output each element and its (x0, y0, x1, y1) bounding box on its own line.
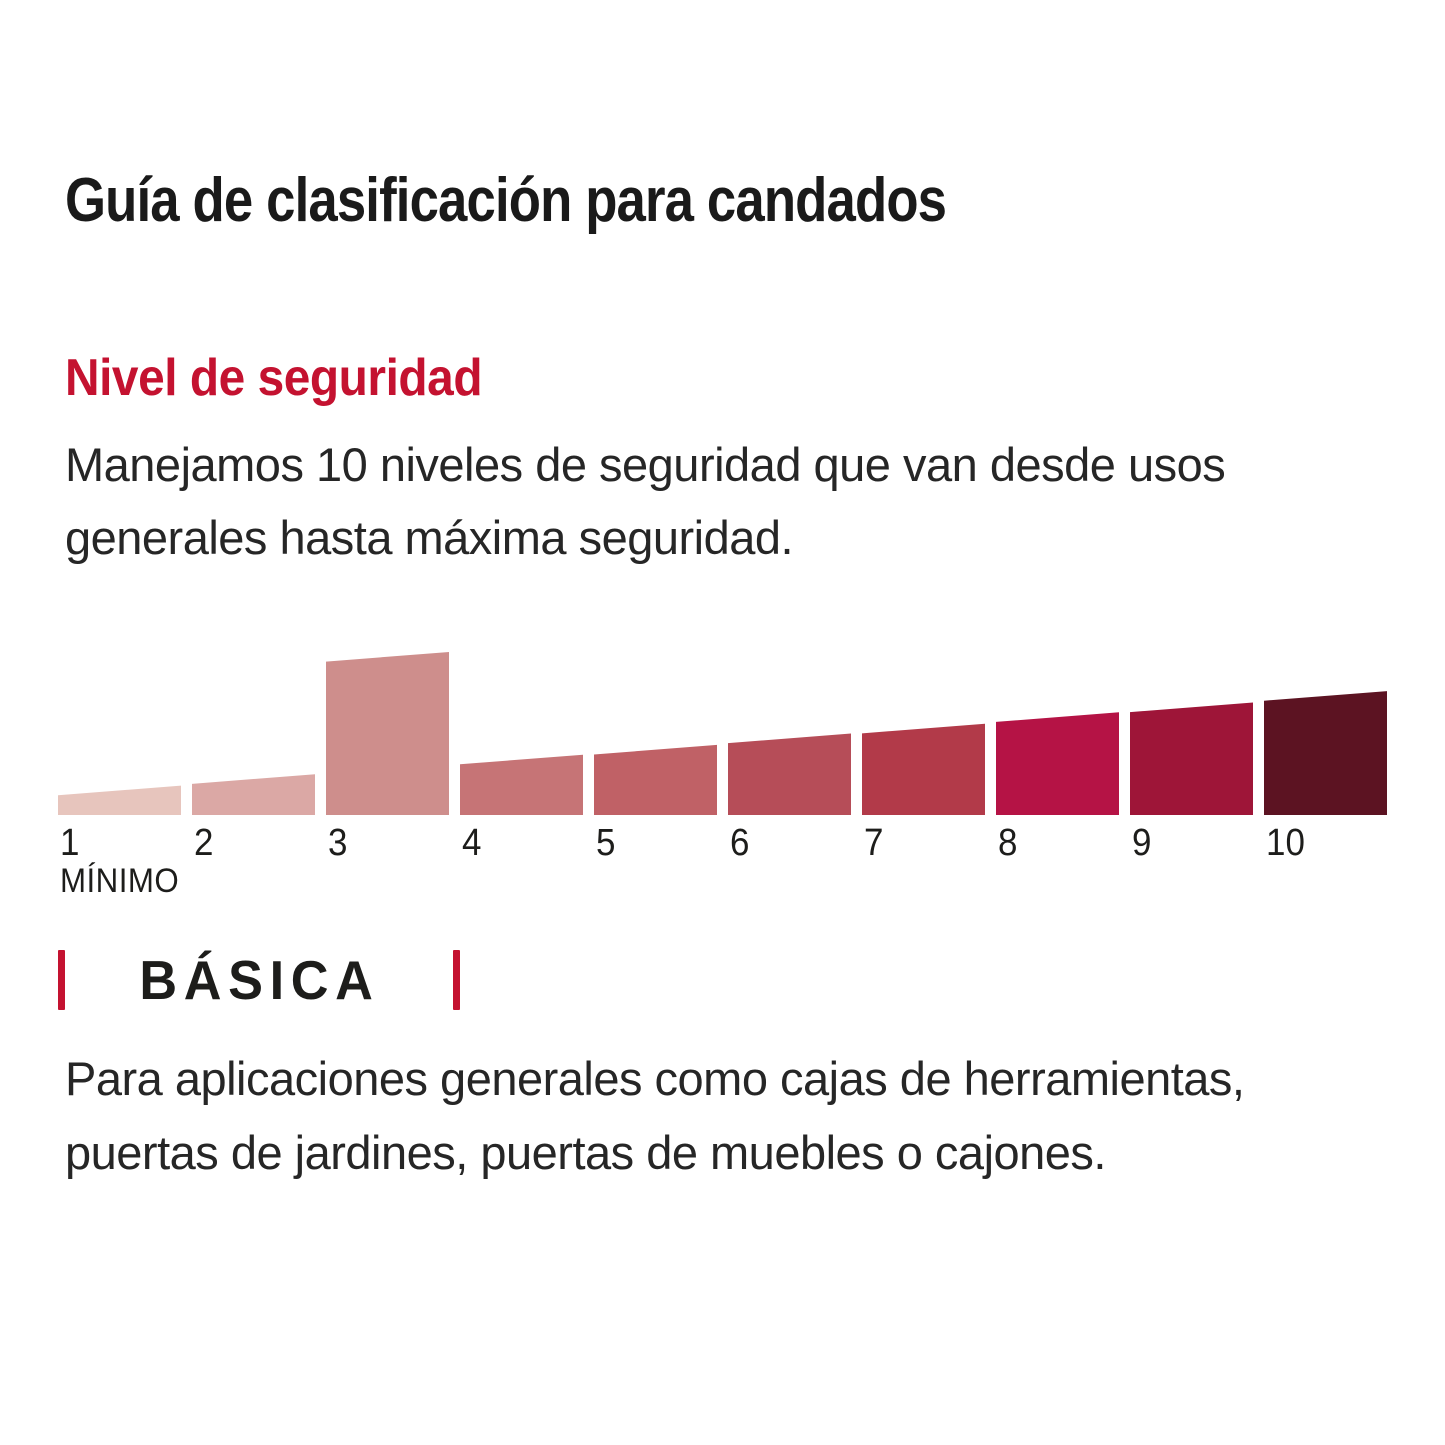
security-level-chart: 1 2 3 4 5 6 7 8 9 10 MÍNIMO (0, 640, 1445, 920)
level-name-label: BÁSICA (138, 949, 380, 1011)
chart-bar-level-4 (460, 754, 583, 815)
chart-bar-level-6 (728, 733, 851, 815)
range-tick-right (453, 950, 460, 1010)
minimum-label: MÍNIMO (60, 862, 180, 900)
axis-tick-label-9: 9 (1132, 822, 1152, 864)
axis-tick-label-8: 8 (998, 822, 1018, 864)
security-level-heading: Nivel de seguridad (65, 349, 483, 407)
axis-tick-label-7: 7 (864, 822, 884, 864)
description-line: puertas de jardines, puertas de muebles … (65, 1126, 1106, 1179)
bar-chart-svg (58, 652, 1387, 815)
range-tick-left (58, 950, 65, 1010)
chart-bar-level-7 (862, 723, 985, 815)
description-line: generales hasta máxima seguridad. (65, 511, 794, 564)
chart-bar-level-3 (326, 652, 449, 815)
description-line: Para aplicaciones generales como cajas d… (65, 1052, 1245, 1105)
page-title: Guía de clasificación para candados (65, 166, 947, 235)
level-description: Para aplicaciones generales como cajas d… (65, 1042, 1245, 1190)
axis-tick-label-6: 6 (730, 822, 750, 864)
chart-bar-level-9 (1130, 702, 1253, 815)
axis-tick-label-2: 2 (194, 822, 214, 864)
chart-bar-level-5 (594, 744, 717, 815)
level-range-band: BÁSICA (58, 948, 460, 1012)
axis-tick-label-4: 4 (462, 822, 482, 864)
axis-tick-label-10: 10 (1266, 822, 1305, 864)
chart-bar-level-8 (996, 712, 1119, 815)
security-level-description: Manejamos 10 niveles de seguridad que va… (65, 428, 1226, 574)
chart-bar-level-1 (58, 785, 181, 815)
description-line: Manejamos 10 niveles de seguridad que va… (65, 438, 1226, 491)
chart-bar-level-2 (192, 774, 315, 815)
axis-tick-label-5: 5 (596, 822, 616, 864)
axis-tick-label-1: 1 (60, 822, 80, 864)
axis-tick-label-3: 3 (328, 822, 348, 864)
chart-bar-level-10 (1264, 691, 1387, 815)
